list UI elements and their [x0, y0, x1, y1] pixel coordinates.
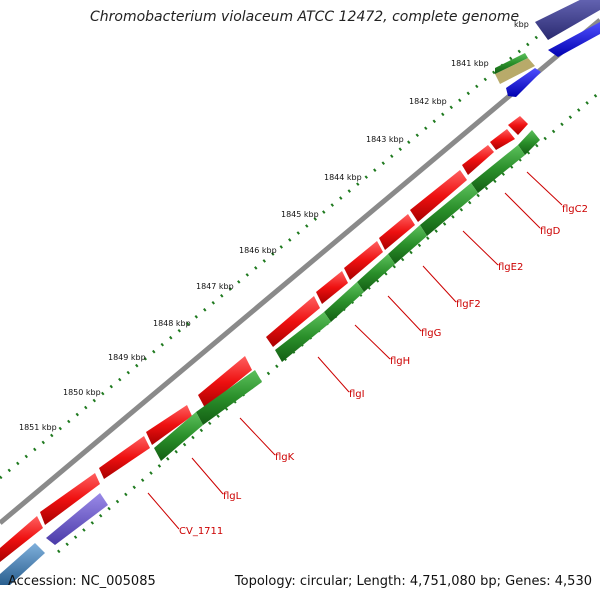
- cds-feature: [198, 356, 252, 408]
- cds-feature: [40, 473, 100, 525]
- gene-label-flgh: flgH: [390, 356, 410, 367]
- feature-olive: [495, 58, 535, 84]
- cds-feature: [146, 405, 192, 445]
- gene-label-leaders: [147, 171, 563, 530]
- cds-feature: [410, 170, 467, 222]
- ruler-tick-label: 1849 kbp: [108, 353, 146, 362]
- gene-label-flgd: flgD: [540, 226, 561, 237]
- genome-backbone: [0, 18, 600, 525]
- cds-feature: [490, 129, 515, 150]
- cds-track: [0, 116, 528, 562]
- ruler-tick-label: 1846 kbp: [239, 246, 277, 255]
- ruler-tick-track: [0, 16, 561, 480]
- feature-blue-small: [506, 68, 541, 97]
- cds-feature: [266, 296, 320, 347]
- gene-label-flgf2: flgF2: [456, 299, 481, 310]
- gene-feature: [275, 312, 331, 362]
- accession-label: Accession: NC_005085: [8, 574, 156, 589]
- gene-feature: [518, 130, 540, 155]
- ruler-tick-label: kbp: [514, 20, 529, 29]
- gene-feature: [357, 254, 395, 292]
- ruler-tick-label: 1850 kbp: [63, 388, 101, 397]
- gene-label-flgk: flgK: [275, 452, 295, 463]
- gene-label-cv1711: CV_1711: [179, 526, 223, 537]
- gene-feature: [324, 282, 364, 322]
- gene-track: [154, 130, 540, 461]
- gene-label-flgc2: flgC2: [562, 204, 588, 215]
- ruler-tick-label: 1841 kbp: [451, 59, 489, 68]
- ruler-labels: kbp 1841 kbp 1842 kbp 1843 kbp 1844 kbp …: [19, 20, 529, 432]
- cds-feature: [99, 436, 150, 479]
- ruler-tick-label: 1848 kbp: [153, 319, 191, 328]
- gene-feature: [420, 183, 478, 236]
- gene-labels: flgC2 flgD flgE2 flgF2 flgG flgH flgI fl…: [179, 204, 588, 537]
- cds-feature: [379, 214, 415, 250]
- map-title: Chromobacterium violaceum ATCC 12472, co…: [90, 9, 520, 25]
- gene-label-flgl: flgL: [223, 491, 242, 502]
- other-features: [0, 0, 600, 585]
- feature-blue: [548, 22, 600, 57]
- genome-summary: Topology: circular; Length: 4,751,080 bp…: [234, 574, 592, 589]
- ruler-tick-label: 1842 kbp: [409, 97, 447, 106]
- gene-label-flge2: flgE2: [498, 262, 523, 273]
- cds-feature: [344, 241, 383, 280]
- gene-label-flgg: flgG: [421, 328, 441, 339]
- ruler-tick-label: 1847 kbp: [196, 282, 234, 291]
- gene-feature: [154, 412, 203, 461]
- cds-feature: [508, 116, 528, 135]
- feature-purple: [46, 493, 108, 545]
- feature-navy: [535, 0, 600, 40]
- ruler-tick-label: 1845 kbp: [281, 210, 319, 219]
- cds-feature: [316, 271, 348, 304]
- feature-steel: [0, 543, 45, 585]
- ruler-tick-label: 1843 kbp: [366, 135, 404, 144]
- cds-feature: [0, 516, 43, 562]
- gene-feature: [388, 225, 427, 264]
- feature-green-small: [495, 53, 528, 74]
- gene-label-flgi: flgI: [349, 389, 365, 400]
- gene-feature: [196, 370, 262, 425]
- cds-feature: [462, 145, 494, 175]
- gene-feature: [471, 145, 525, 193]
- ruler-tick-label: 1844 kbp: [324, 173, 362, 182]
- ruler-tick-label: 1851 kbp: [19, 423, 57, 432]
